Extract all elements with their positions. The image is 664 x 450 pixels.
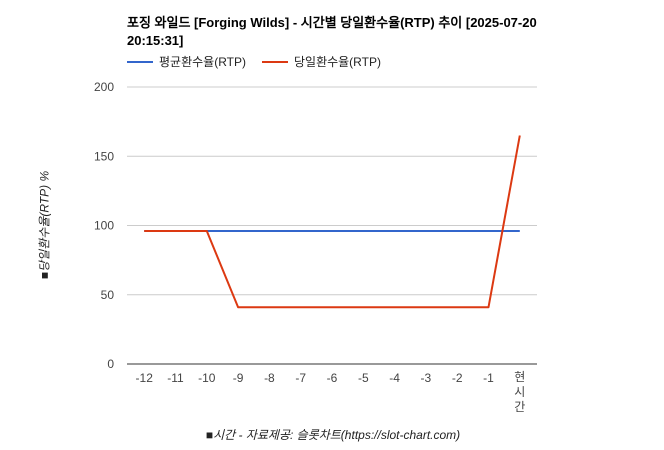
legend-item-daily[interactable]: 당일환수율(RTP): [261, 53, 381, 70]
legend-label-daily: 당일환수율(RTP): [293, 55, 381, 69]
chart-title: 포징 와일드 [Forging Wilds] - 시간별 당일환수율(RTP) …: [127, 15, 537, 48]
legend-item-average[interactable]: 평균환수율(RTP): [127, 53, 246, 70]
y-tick-label: 0: [107, 357, 114, 371]
x-axis-title: ■시간 - 자료제공: 슬롯차트(https://slot-chart.com): [205, 428, 461, 442]
x-tick-label: -3: [421, 371, 432, 385]
x-tick-label: -2: [452, 371, 463, 385]
y-tick-label: 150: [94, 149, 114, 163]
x-tick-label: -8: [264, 371, 275, 385]
y-tick-label: 50: [101, 288, 115, 302]
legend: 평균환수율(RTP) 당일환수율(RTP): [127, 53, 381, 70]
legend-swatch-daily: [261, 60, 288, 63]
x-tick-label: -1: [483, 371, 494, 385]
x-tick-label: -4: [389, 371, 400, 385]
series-line-daily: [144, 135, 521, 309]
x-tick-label: -12: [136, 371, 154, 385]
legend-label-average: 평균환수율(RTP): [159, 55, 246, 69]
x-tick-label: 시: [514, 385, 525, 399]
x-tick-label: -7: [295, 371, 306, 385]
x-tick-label: -6: [327, 371, 338, 385]
y-tick-label: 200: [94, 80, 114, 94]
x-tick-label: 현: [514, 370, 525, 384]
x-tick-label: -5: [358, 371, 369, 385]
x-tick-label: -10: [198, 371, 216, 385]
legend-swatch-average: [127, 60, 153, 63]
y-axis-title: ■당일환수율(RTP) %: [37, 170, 52, 280]
x-tick-label: -11: [167, 371, 184, 385]
x-tick-label: 간: [514, 400, 525, 414]
y-tick-label: 100: [94, 219, 114, 233]
x-tick-label: -9: [233, 371, 244, 385]
